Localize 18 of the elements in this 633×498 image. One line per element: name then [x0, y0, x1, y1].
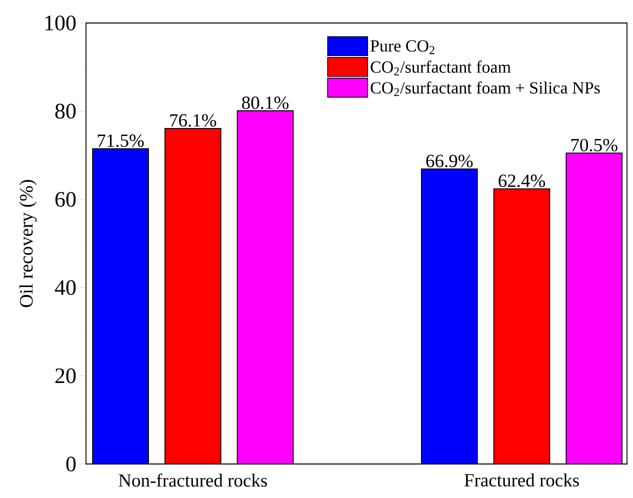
data-label: 66.9% [426, 154, 473, 168]
legend-label: CO$_{2}$/surfactant foam + Silica NPs [370, 81, 600, 96]
y-tick-label: 100 [45, 16, 76, 30]
data-label: 62.4% [498, 174, 546, 188]
x-tick-label: Fractured rocks [464, 474, 579, 487]
data-label: 70.5% [571, 138, 618, 152]
data-label: 76.1% [170, 114, 216, 127]
y-tick-label: 20 [55, 368, 76, 384]
data-label: 71.5% [98, 134, 144, 147]
y-tick-label: 80 [55, 104, 76, 119]
y-axis-title: Oil recovery (%) [19, 180, 37, 308]
y-tick-label: 40 [54, 280, 76, 296]
data-label: 80.1% [242, 96, 288, 110]
legend-label: CO$_{2}$/surfactant foam [370, 60, 511, 76]
y-tick-label: 60 [55, 192, 76, 207]
x-tick-label: Non-fractured rocks [118, 474, 267, 487]
legend-label: Pure CO$_{2}$ [370, 40, 434, 54]
y-tick-label: 0 [66, 456, 76, 472]
